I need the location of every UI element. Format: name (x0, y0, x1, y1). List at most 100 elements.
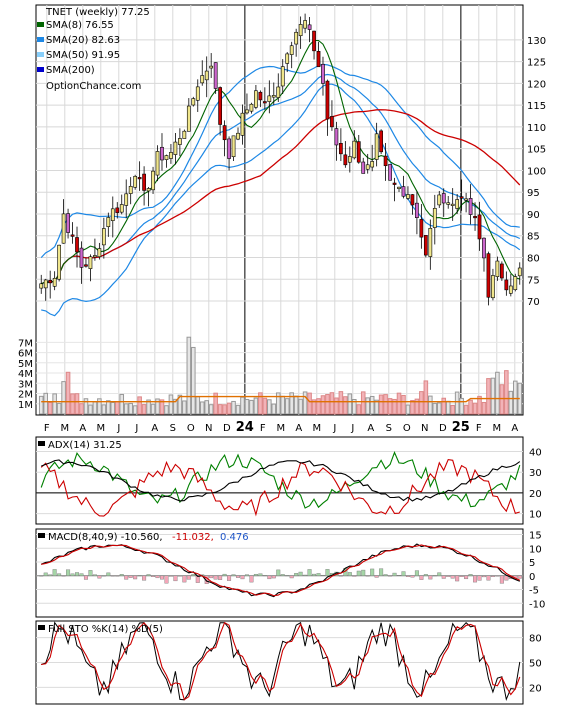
volume-tick-label: 2M (18, 390, 33, 401)
macd-histogram-bar (352, 575, 357, 577)
sto-k-line (41, 621, 521, 702)
price-tick-label: 100 (527, 166, 546, 177)
volume-tick-label: 7M (18, 338, 33, 349)
macd-histogram-bar (405, 575, 410, 577)
macd-histogram-bar (137, 575, 142, 577)
volume-bar (195, 396, 201, 415)
macd-histogram-bar (236, 575, 241, 578)
candle-body (513, 276, 518, 291)
indicator-tick-label: -5 (529, 586, 539, 597)
candle-body (423, 235, 428, 256)
volume-bar (481, 401, 487, 415)
minus-di-line (40, 458, 520, 517)
macd-histogram-label: 0.476 (220, 532, 249, 543)
bollinger-lower-line (41, 83, 521, 317)
candle-body (517, 267, 522, 277)
macd-histogram-bar (504, 575, 509, 581)
candle-body (61, 213, 66, 244)
macd-histogram-bar (70, 573, 75, 576)
volume-bar (101, 404, 107, 415)
volume-bar (83, 398, 89, 415)
volume-bar (436, 402, 442, 415)
macd-histogram-bar (499, 575, 504, 584)
macd-histogram-bar (316, 573, 321, 576)
price-candles (39, 13, 522, 317)
price-tick-label: 130 (527, 36, 546, 47)
candle-body (160, 146, 164, 161)
candle-body (155, 151, 160, 176)
volume-bar (217, 404, 223, 415)
macd-histogram-bar (249, 575, 254, 583)
volume-bar (182, 400, 187, 415)
macd-histogram-bar (110, 575, 115, 577)
macd-histogram-bar (468, 574, 473, 576)
volume-bar (52, 393, 57, 415)
candle-body (508, 285, 513, 294)
candle-body (477, 214, 482, 240)
x-tick-label: 25 (452, 420, 470, 435)
macd-histogram-bar (392, 572, 397, 576)
macd-histogram-bar (383, 574, 388, 576)
macd-histogram-bar (446, 575, 451, 577)
volume-bar (191, 346, 196, 415)
volume-bar (338, 391, 344, 415)
volume-bar (253, 397, 259, 415)
indicator-tick-label: 10 (529, 544, 542, 555)
macd-histogram-bar (43, 572, 48, 576)
x-tick-label: F (476, 423, 482, 434)
x-tick-label: F (260, 423, 266, 434)
macd-histogram-bar (267, 575, 272, 580)
volume-bar (343, 396, 348, 415)
volume-bar (316, 398, 321, 415)
macd-histogram-bar (370, 568, 375, 576)
candle-body (240, 112, 245, 136)
x-tick-label: A (295, 423, 302, 434)
volume-bar (477, 395, 482, 415)
candle-body (262, 101, 267, 104)
macd-histogram-bar (428, 575, 433, 580)
macd-histogram-bar (142, 575, 147, 581)
macd-histogram-bar (285, 575, 290, 577)
x-tick-label: M (276, 423, 285, 434)
macd-histogram-bar (88, 570, 93, 576)
candle-body (495, 260, 500, 277)
candle-body (43, 279, 48, 289)
adx-legend: ADX(14) 31.25 (48, 440, 122, 451)
x-tick-label: A (79, 423, 86, 434)
macd-histogram-bar (477, 575, 482, 581)
candle-body (450, 203, 455, 206)
candle-body (231, 135, 236, 158)
price-grid (36, 5, 523, 415)
candle-body (500, 263, 504, 279)
volume-bar (258, 392, 263, 415)
x-tick-label: J (116, 423, 120, 434)
candle-body (397, 186, 401, 189)
macd-histogram-bar (231, 574, 236, 576)
candle-body (39, 283, 44, 289)
x-tick-label: M (96, 423, 105, 434)
macd-y-axis: -10 -5 0 5 10 15 (529, 531, 545, 611)
macd-histogram-bar (419, 575, 424, 580)
candle-body (343, 154, 348, 166)
candle-body (254, 90, 258, 108)
volume-bar (128, 402, 133, 415)
macd-histogram-bar (347, 572, 352, 576)
macd-histogram-bar (119, 574, 124, 576)
candle-body (473, 216, 477, 219)
candle-body (227, 138, 231, 159)
volume-bar (499, 384, 505, 415)
volume-bar (450, 405, 455, 415)
candle-body (186, 105, 191, 132)
x-tick-label: O (403, 423, 411, 434)
volume-bar (360, 391, 366, 415)
legend-swatch-sma200 (37, 67, 44, 72)
x-tick-label: F (44, 423, 50, 434)
volume-bar (168, 394, 174, 415)
price-tick-label: 90 (527, 210, 540, 221)
volume-bar (486, 378, 491, 415)
watermark: OptionChance.com (46, 81, 141, 92)
volume-bar (123, 403, 129, 415)
candle-body (79, 247, 84, 268)
price-y-axis: 70 75 80 85 90 95 100 105 110 115 120 125 130 (527, 36, 546, 308)
